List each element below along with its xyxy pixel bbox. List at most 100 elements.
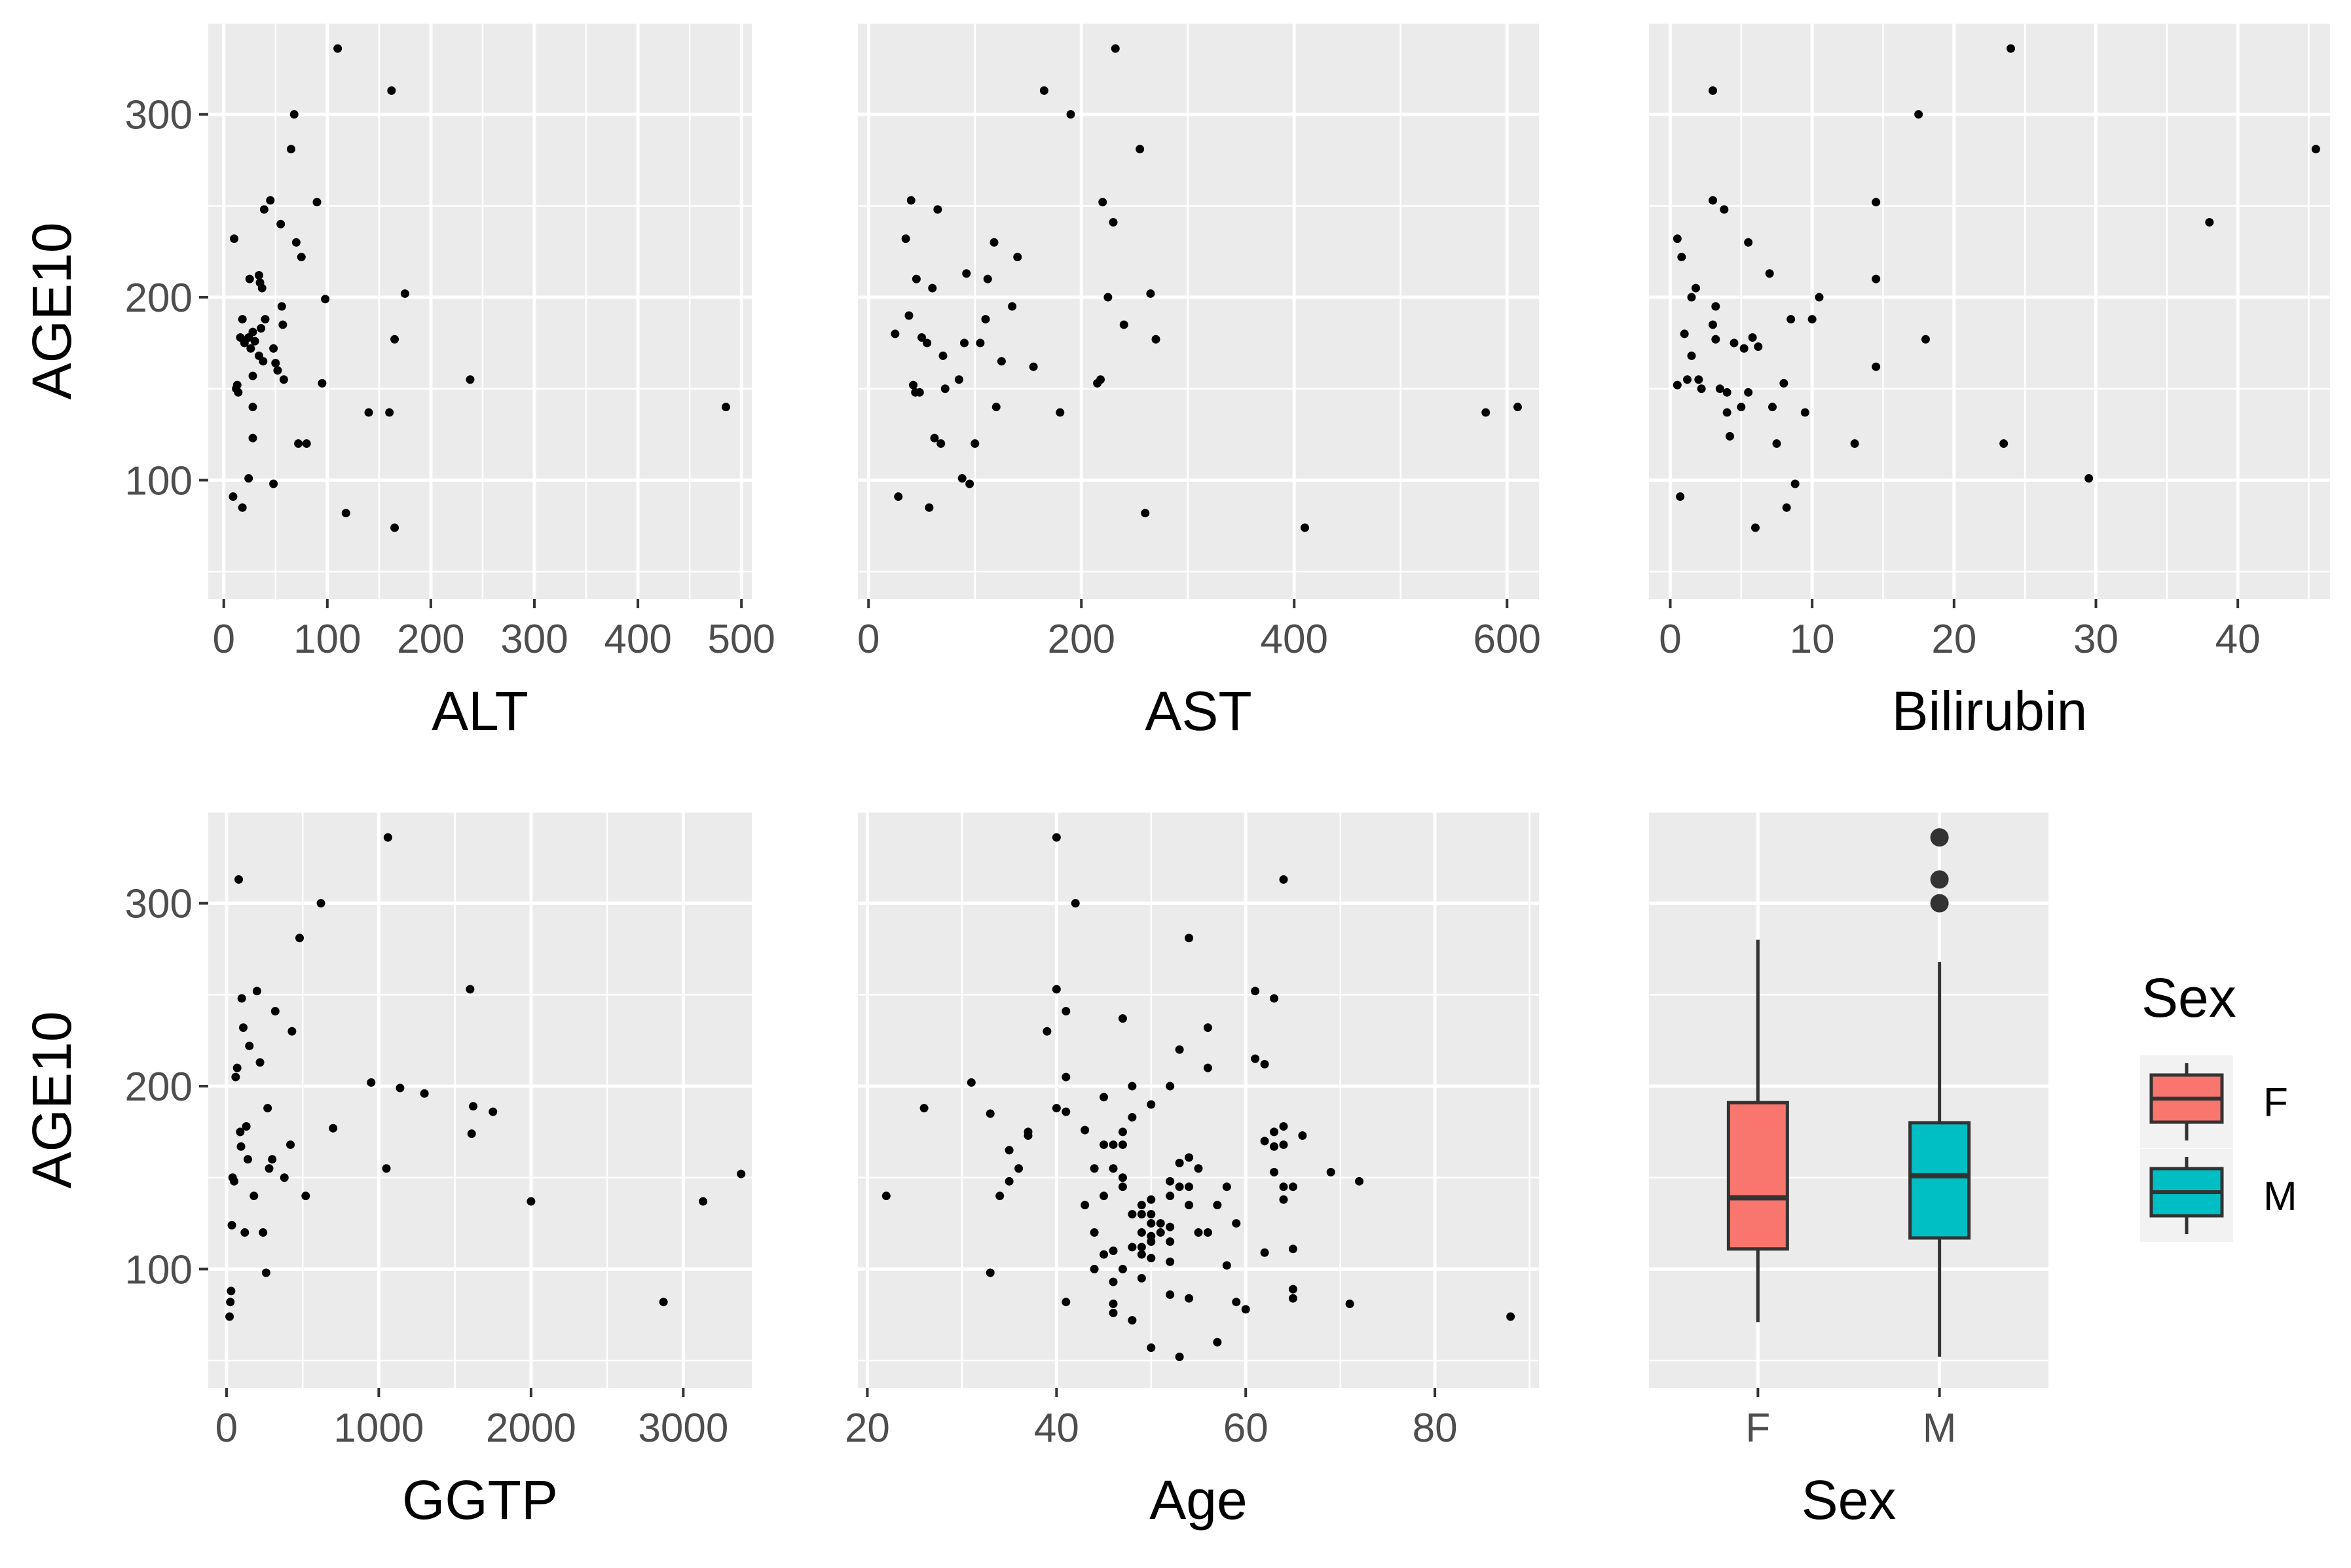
data-point bbox=[269, 344, 278, 353]
data-point bbox=[1147, 1100, 1156, 1109]
data-point bbox=[1098, 198, 1107, 207]
data-point bbox=[1100, 1140, 1109, 1149]
data-point bbox=[986, 1268, 995, 1277]
data-point bbox=[1765, 269, 1774, 278]
y-tick-label: 200 bbox=[125, 276, 193, 321]
data-point bbox=[230, 1176, 239, 1186]
data-point bbox=[954, 375, 963, 384]
data-point bbox=[321, 295, 330, 304]
data-point bbox=[1279, 875, 1288, 884]
data-point bbox=[1043, 1027, 1052, 1036]
data-point bbox=[1709, 196, 1717, 205]
data-point bbox=[1513, 403, 1522, 412]
data-point bbox=[1185, 1153, 1194, 1162]
data-point bbox=[699, 1197, 708, 1206]
x-tick-label: 20 bbox=[845, 1406, 890, 1451]
data-point bbox=[1279, 1122, 1288, 1131]
data-point bbox=[234, 875, 243, 884]
data-point bbox=[271, 359, 280, 368]
data-point bbox=[261, 1268, 270, 1277]
data-point bbox=[1005, 1146, 1014, 1155]
data-point bbox=[1039, 86, 1048, 95]
data-point bbox=[1260, 1137, 1269, 1146]
legend-title: Sex bbox=[2141, 967, 2236, 1029]
data-point bbox=[1118, 1173, 1127, 1182]
data-point bbox=[1355, 1176, 1364, 1186]
data-point bbox=[1782, 503, 1791, 512]
data-point bbox=[1676, 492, 1685, 501]
data-point bbox=[1141, 509, 1150, 518]
data-point bbox=[906, 196, 916, 205]
x-tick-label: 300 bbox=[500, 617, 568, 662]
data-point bbox=[1146, 289, 1155, 298]
data-point bbox=[960, 338, 969, 348]
data-point bbox=[1090, 1264, 1099, 1273]
panel-4: 100 200 300 AGE10 0 1000 2000 3000 GGTP bbox=[21, 811, 752, 1531]
panel-background bbox=[208, 23, 752, 599]
data-point bbox=[1090, 1228, 1099, 1237]
data-point bbox=[1737, 403, 1746, 412]
data-point bbox=[248, 403, 257, 412]
data-point bbox=[259, 205, 268, 214]
data-point bbox=[1147, 1195, 1156, 1204]
data-point bbox=[1147, 1219, 1156, 1228]
data-point bbox=[965, 479, 974, 488]
data-point bbox=[1066, 110, 1075, 119]
data-point bbox=[1279, 1195, 1288, 1204]
data-point bbox=[227, 1286, 236, 1296]
data-point bbox=[1730, 338, 1739, 348]
data-point bbox=[302, 439, 311, 448]
data-point bbox=[390, 523, 399, 532]
data-point bbox=[257, 324, 266, 333]
data-point bbox=[1166, 1237, 1175, 1247]
data-point bbox=[400, 289, 409, 298]
data-point bbox=[1673, 380, 1682, 390]
data-point bbox=[1128, 1243, 1137, 1252]
x-tick-label: 0 bbox=[1659, 617, 1681, 662]
data-point bbox=[1052, 1104, 1061, 1113]
outlier-point bbox=[1930, 828, 1949, 847]
data-point bbox=[1194, 1164, 1203, 1173]
data-point bbox=[1288, 1182, 1297, 1192]
data-point bbox=[286, 1140, 295, 1149]
data-point bbox=[1345, 1299, 1354, 1308]
data-point bbox=[1298, 1131, 1307, 1140]
data-point bbox=[489, 1107, 498, 1116]
data-point bbox=[238, 503, 247, 512]
data-point bbox=[1056, 408, 1065, 417]
data-point bbox=[265, 1164, 274, 1173]
data-point bbox=[997, 357, 1006, 366]
data-point bbox=[226, 1298, 235, 1307]
data-point bbox=[1232, 1219, 1241, 1228]
legend: Sex F M bbox=[2140, 967, 2297, 1242]
x-tick-label: 3000 bbox=[638, 1406, 728, 1451]
data-point bbox=[1251, 987, 1260, 996]
y-axis-title: AGE10 bbox=[21, 223, 83, 400]
panel-background bbox=[208, 812, 752, 1388]
data-point bbox=[248, 433, 257, 443]
data-point bbox=[1722, 388, 1731, 397]
data-point bbox=[1100, 1192, 1109, 1201]
data-point bbox=[1166, 1176, 1175, 1186]
data-point bbox=[1872, 362, 1881, 371]
data-point bbox=[238, 315, 247, 324]
data-point bbox=[266, 196, 275, 205]
data-point bbox=[1137, 1228, 1146, 1237]
y-tick-label: 300 bbox=[125, 93, 193, 138]
data-point bbox=[1326, 1167, 1335, 1176]
data-point bbox=[1279, 1140, 1288, 1149]
data-point bbox=[1118, 1182, 1127, 1192]
x-tick-label: 40 bbox=[1034, 1406, 1079, 1451]
data-point bbox=[1921, 335, 1930, 344]
data-point bbox=[1194, 1228, 1203, 1237]
data-point bbox=[1687, 351, 1696, 360]
data-point bbox=[1301, 523, 1309, 532]
data-point bbox=[1137, 1273, 1146, 1283]
y-tick-label: 100 bbox=[125, 458, 193, 503]
data-point bbox=[904, 311, 914, 320]
data-point bbox=[329, 1123, 338, 1133]
data-point bbox=[1711, 335, 1720, 344]
data-point bbox=[1748, 333, 1757, 342]
data-point bbox=[1850, 439, 1859, 448]
x-tick-label: 40 bbox=[2215, 617, 2261, 662]
